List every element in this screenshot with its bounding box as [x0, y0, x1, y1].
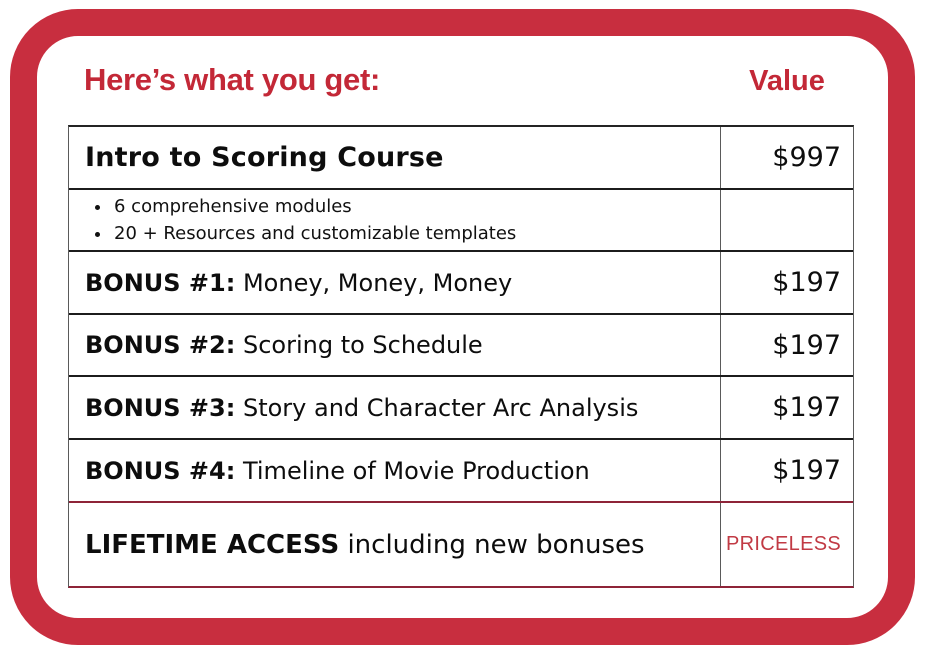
bonus-text: Timeline of Movie Production	[242, 456, 590, 485]
lifetime-text: including new bonuses	[347, 529, 645, 560]
row-description: 6 comprehensive modules 20 + Resources a…	[69, 190, 720, 250]
row-value: $197	[720, 377, 853, 438]
bonus-line: BONUS #2: Scoring to Schedule	[85, 331, 483, 359]
value-column-header: Value	[749, 65, 825, 97]
row-description: Intro to Scoring Course	[69, 127, 720, 188]
lifetime-label: LIFETIME ACCESS	[85, 529, 340, 560]
course-feature-list: 6 comprehensive modules 20 + Resources a…	[85, 193, 516, 247]
table-row-bonus-1: BONUS #1: Money, Money, Money $197	[69, 252, 853, 315]
row-value	[720, 190, 853, 250]
bonus-line: BONUS #3: Story and Character Arc Analys…	[85, 394, 638, 422]
pricing-table: Intro to Scoring Course $997 6 comprehen…	[68, 125, 854, 588]
table-row-intro-course: Intro to Scoring Course $997	[69, 127, 853, 190]
table-row-bonus-3: BONUS #3: Story and Character Arc Analys…	[69, 377, 853, 440]
row-value: $197	[720, 440, 853, 501]
row-description: LIFETIME ACCESS including new bonuses	[69, 503, 720, 586]
bonus-label: BONUS #4:	[85, 456, 236, 485]
page-title: Here’s what you get:	[84, 62, 381, 97]
bonus-label: BONUS #3:	[85, 393, 236, 422]
bullet-item: 20 + Resources and customizable template…	[112, 220, 516, 247]
row-description: BONUS #1: Money, Money, Money	[69, 252, 720, 313]
table-row-course-details: 6 comprehensive modules 20 + Resources a…	[69, 190, 853, 252]
row-description: BONUS #2: Scoring to Schedule	[69, 315, 720, 375]
row-value: $997	[720, 127, 853, 188]
bonus-text: Money, Money, Money	[242, 268, 513, 297]
bonus-line: BONUS #1: Money, Money, Money	[85, 269, 512, 297]
card-border	[10, 9, 915, 645]
bonus-line: BONUS #4: Timeline of Movie Production	[85, 457, 590, 485]
bonus-label: BONUS #1:	[85, 268, 236, 297]
row-description: BONUS #3: Story and Character Arc Analys…	[69, 377, 720, 438]
bullet-item: 6 comprehensive modules	[112, 193, 516, 220]
row-description: BONUS #4: Timeline of Movie Production	[69, 440, 720, 501]
course-title: Intro to Scoring Course	[85, 142, 444, 173]
row-value: $197	[720, 252, 853, 313]
bonus-text: Scoring to Schedule	[242, 331, 483, 359]
lifetime-line: LIFETIME ACCESS including new bonuses	[85, 530, 645, 560]
row-value: PRICELESS	[720, 503, 853, 586]
priceless-value: PRICELESS	[726, 533, 841, 555]
bonus-label: BONUS #2:	[85, 331, 236, 359]
table-row-bonus-2: BONUS #2: Scoring to Schedule $197	[69, 315, 853, 377]
row-value: $197	[720, 315, 853, 375]
table-row-lifetime-access: LIFETIME ACCESS including new bonuses PR…	[69, 503, 853, 586]
bonus-text: Story and Character Arc Analysis	[242, 393, 639, 422]
table-row-bonus-4: BONUS #4: Timeline of Movie Production $…	[69, 440, 853, 503]
